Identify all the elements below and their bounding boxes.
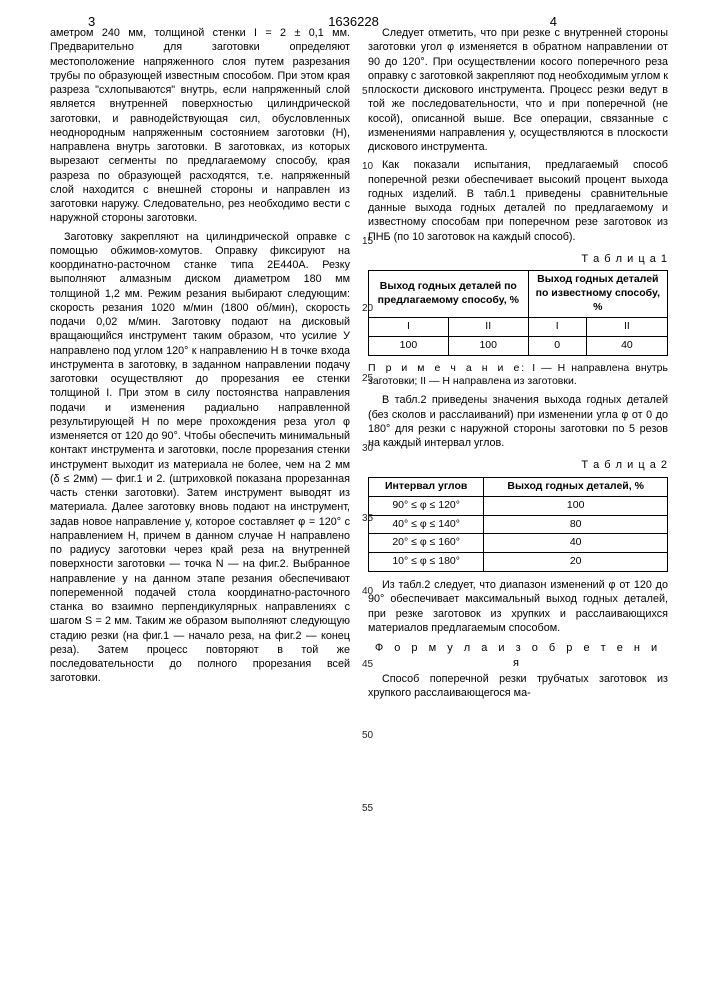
doc-number: 1636228: [328, 14, 379, 29]
t2-r2c1: 40: [484, 534, 668, 553]
page: 3 1636228 4 5 10 15 20 25 30 35 40 45 50 55 аметро…: [0, 0, 707, 1000]
left-p1: аметром 240 мм, толщиной стенки I = 2 ± …: [50, 26, 350, 226]
right-p3: В табл.2 приведены значения выхода годны…: [368, 393, 668, 450]
t1-head-b: Выход годных деталей по известному спосо…: [528, 271, 667, 318]
table1: Выход годных деталей по предлагаемому сп…: [368, 270, 668, 355]
t2-r0c1: 100: [484, 496, 668, 515]
t1-r-1: 100: [448, 336, 528, 355]
t2-head-b: Выход годных деталей, %: [484, 477, 668, 496]
t1-r-0: 100: [369, 336, 449, 355]
t2-r2c0: 20° ≤ φ ≤ 160°: [369, 534, 484, 553]
table-row: 40° ≤ φ ≤ 140° 80: [369, 515, 668, 534]
page-num-left: 3: [88, 14, 95, 29]
line-marker: 50: [362, 730, 373, 741]
line-marker: 45: [362, 659, 373, 670]
t1-r-2: 0: [528, 336, 586, 355]
line-marker: 40: [362, 586, 373, 597]
t2-r1c1: 80: [484, 515, 668, 534]
table2-label: Т а б л и ц а 2: [368, 458, 668, 473]
note1: П р и м е ч а н и е: I — H направлена вн…: [368, 362, 668, 390]
t2-head-a: Интервал углов: [369, 477, 484, 496]
t2-r3c1: 20: [484, 553, 668, 572]
t1-sub-1: II: [448, 317, 528, 336]
line-marker: 35: [362, 513, 373, 524]
formula-label: Ф о р м у л а и з о б р е т е н и я: [368, 641, 668, 670]
line-marker: 10: [362, 161, 373, 172]
t2-r0c0: 90° ≤ φ ≤ 120°: [369, 496, 484, 515]
t1-r-3: 40: [586, 336, 667, 355]
line-marker: 55: [362, 803, 373, 814]
right-p2: Как показали испытания, предлагаемый спо…: [368, 158, 668, 244]
table2: Интервал углов Выход годных деталей, % 9…: [368, 477, 668, 572]
line-marker: 20: [362, 303, 373, 314]
right-p4: Из табл.2 следует, что диапазон изменени…: [368, 578, 668, 635]
t1-sub-3: II: [586, 317, 667, 336]
right-p1: Следует отметить, что при резке с внутре…: [368, 26, 668, 154]
t2-r3c0: 10° ≤ φ ≤ 180°: [369, 553, 484, 572]
line-marker: 15: [362, 236, 373, 247]
left-column: аметром 240 мм, толщиной стенки I = 2 ± …: [50, 26, 350, 705]
line-marker: 5: [362, 86, 368, 97]
table-row: 20° ≤ φ ≤ 160° 40: [369, 534, 668, 553]
line-marker: 30: [362, 443, 373, 454]
columns: аметром 240 мм, толщиной стенки I = 2 ± …: [0, 0, 707, 705]
line-marker: 25: [362, 373, 373, 384]
t2-r1c0: 40° ≤ φ ≤ 140°: [369, 515, 484, 534]
table-row: 90° ≤ φ ≤ 120° 100: [369, 496, 668, 515]
table1-label: Т а б л и ц а 1: [368, 252, 668, 267]
note1-label: П р и м е ч а н и е:: [368, 362, 526, 374]
left-p2: Заготовку закрепляют на цилиндрической о…: [50, 230, 350, 686]
right-p5: Способ поперечной резки трубчатых загото…: [368, 672, 668, 701]
table-row: 10° ≤ φ ≤ 180° 20: [369, 553, 668, 572]
right-column: Следует отметить, что при резке с внутре…: [368, 26, 668, 705]
t1-sub-0: I: [369, 317, 449, 336]
t1-head-a: Выход годных деталей по предлагаемому сп…: [369, 271, 529, 318]
t1-sub-2: I: [528, 317, 586, 336]
page-num-right: 4: [550, 14, 557, 29]
